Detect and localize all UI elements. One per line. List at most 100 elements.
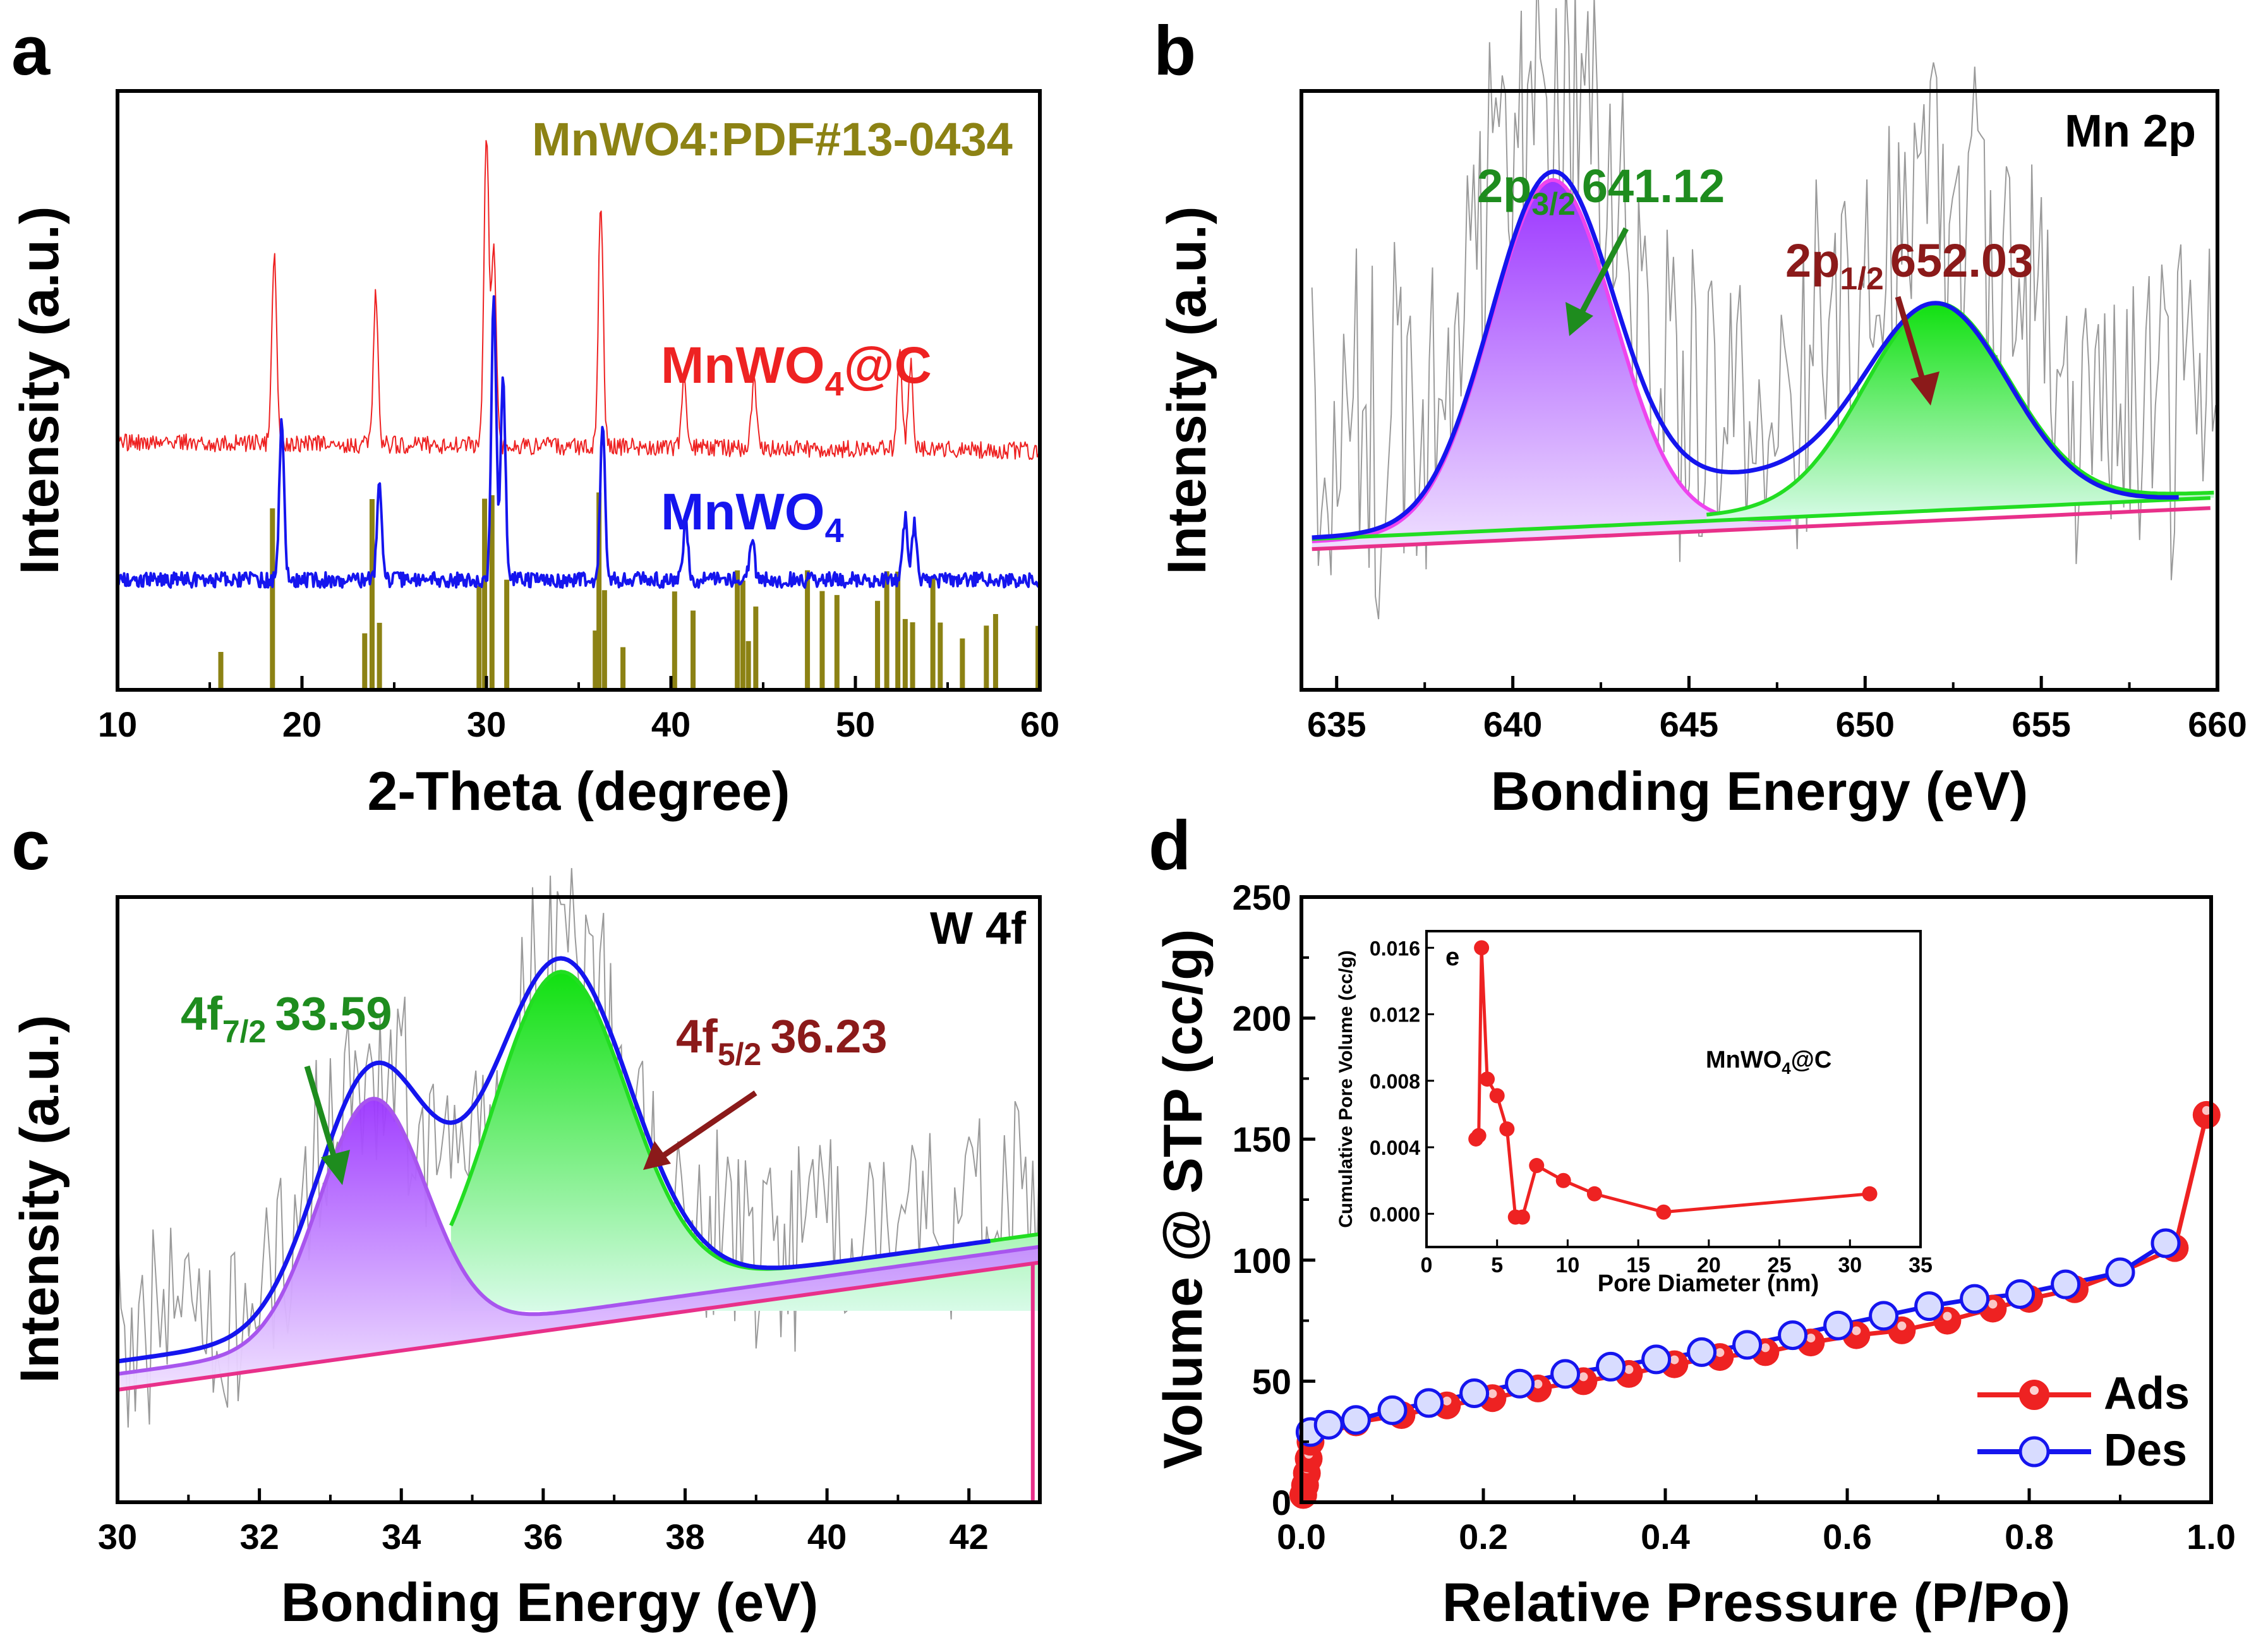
point-des: [1505, 1368, 1535, 1399]
trace-mnwo4-c: [117, 140, 1041, 461]
point-des: [1960, 1284, 1990, 1314]
point-ads-highlight: [1988, 1299, 1998, 1309]
point-des: [1341, 1405, 1371, 1435]
y-axis-label-b: Intensity (a.u.): [1157, 207, 1217, 575]
x-axis-label-b: Bonding Energy (eV): [1491, 761, 2028, 822]
background-line-b: [1312, 506, 2211, 551]
point-des: [2005, 1279, 2036, 1309]
panel-c-w4f: c 30 32 34 36 38 40 42 Bonding Energy (eV) Int…: [9, 807, 1042, 1633]
axes-frame-c: [116, 895, 1042, 1504]
y-axis-d-tick-label: 50: [1252, 1361, 1291, 1401]
x-axis-c-tick-label: 30: [98, 1517, 137, 1557]
panel-label-a: a: [11, 12, 51, 90]
reference-peak-bar: [902, 618, 908, 690]
peak-label-4f72: 4f7/2 33.59: [181, 987, 392, 1049]
x-axis-e-tick-label: 15: [1626, 1253, 1650, 1277]
x-axis-a-tick-label: 20: [282, 704, 322, 744]
inset-point: [1471, 1128, 1487, 1143]
point-des: [2105, 1257, 2135, 1287]
envelope-c: [117, 956, 991, 1364]
point-ads-highlight: [2202, 1106, 2211, 1115]
trace-mnwo4: [116, 295, 1041, 589]
y-axis-e-tick-label: 0.008: [1370, 1070, 1420, 1093]
x-axis-label-d: Relative Pressure (P/Po): [1442, 1572, 2070, 1633]
reference-peak-bar: [476, 585, 482, 690]
reference-peak-bar: [875, 601, 881, 690]
point-ads-highlight: [1488, 1389, 1497, 1399]
peak-label-2p32: 2p3/2 641.12: [1477, 160, 1725, 222]
point-ads-highlight: [1670, 1355, 1679, 1365]
point-des: [2051, 1269, 2081, 1299]
x-axis-e-tick-label: 0: [1421, 1253, 1433, 1277]
y-axis-d-tick-label: 200: [1233, 999, 1291, 1039]
x-axis-d-tick-label: 0.0: [1277, 1517, 1326, 1557]
x-axis-e-tick-label: 10: [1556, 1253, 1580, 1277]
point-ads-highlight: [1852, 1326, 1861, 1335]
reference-peak-bar: [672, 591, 677, 690]
x-axis-e-tick-label: 5: [1491, 1253, 1503, 1277]
inset-point: [1529, 1158, 1545, 1174]
reference-label: MnWO4:PDF#13-0434: [532, 113, 1013, 166]
panel-title-c: W 4f: [930, 903, 1027, 954]
point-ads-highlight: [1624, 1365, 1634, 1374]
reference-peak-bar: [735, 570, 740, 690]
panel-label-b: b: [1154, 12, 1196, 90]
arrow-2p12: [1895, 296, 1939, 406]
reference-peak-bar: [960, 638, 965, 690]
y-axis-e-tick-label: 0.004: [1370, 1136, 1420, 1159]
inset-point: [1480, 1071, 1495, 1087]
raw-spectrum-b: [1311, 0, 2217, 620]
point-ads-highlight: [1897, 1321, 1907, 1330]
point-des: [1550, 1359, 1581, 1389]
reference-peak-bar: [218, 651, 224, 690]
reference-peak-bar: [377, 622, 382, 690]
series-label-mnwo4-c: MnWO4@C: [661, 337, 932, 403]
panel-title-b: Mn 2p: [2065, 106, 2196, 157]
legend-d: Ads Des: [1977, 1368, 2190, 1476]
inset-background: [1427, 931, 1921, 1247]
y-axis-label-c: Intensity (a.u.): [9, 1015, 70, 1383]
reference-peak-bar: [596, 492, 602, 690]
reference-peak-bar: [593, 630, 598, 690]
x-axis-label-e: Pore Diameter (nm): [1598, 1270, 1819, 1297]
reference-peak-bar: [895, 571, 901, 690]
reference-peak-bar: [938, 622, 943, 690]
reference-peak-bar: [620, 647, 626, 690]
arrow-4f72: [304, 1065, 350, 1185]
axes-frame-b: [1300, 89, 2219, 692]
y-axis-label-a: Intensity (a.u.): [9, 207, 70, 575]
x-axis-d-tick-label: 0.6: [1823, 1517, 1872, 1557]
y-axis-d-tick-label: 0: [1272, 1483, 1291, 1522]
component-fill-2p32: [1312, 179, 1792, 550]
reference-peak-bar: [740, 580, 745, 690]
peak-label-4f52: 4f5/2 36.23: [676, 1010, 888, 1072]
x-axis-label-c: Bonding Energy (eV): [281, 1572, 818, 1633]
reference-peak-bar: [601, 590, 607, 690]
x-axis-b-tick-label: 655: [2012, 704, 2070, 744]
reference-peak-bar: [884, 571, 890, 690]
x-axis-c-tick-label: 36: [524, 1517, 563, 1557]
reference-peak-bar: [369, 499, 375, 690]
x-axis-a-tick-label: 60: [1020, 704, 1059, 744]
panel-label-d: d: [1149, 807, 1191, 884]
point-des: [1687, 1337, 1717, 1367]
reference-peak-bar: [745, 641, 751, 690]
point-ads-highlight: [1442, 1396, 1452, 1406]
point-des: [1313, 1409, 1344, 1440]
axes-frame-e: [1425, 930, 1922, 1248]
peak-label-2p12: 2p1/2 652.03: [1785, 234, 2033, 296]
point-des: [1823, 1310, 1854, 1341]
legend-marker-des: [2018, 1436, 2050, 1467]
y-axis-label-d: Volume @ STP (cc/g): [1153, 929, 1214, 1469]
x-axis-a-tick-label: 30: [467, 704, 506, 744]
x-axis-c-tick-label: 34: [382, 1517, 421, 1557]
reference-peak-bar: [930, 577, 936, 690]
reference-peak-bar: [489, 495, 495, 690]
reference-peak-bar: [753, 606, 759, 690]
panel-b-mn2p: b 635 640 645 650 655 660 Bonding Energy (eV)…: [1154, 0, 2247, 822]
x-axis-c-tick-label: 42: [950, 1517, 989, 1557]
point-des: [2150, 1228, 2181, 1258]
component-line-4f72: [117, 1097, 1041, 1376]
x-axis-d-tick-label: 0.4: [1641, 1517, 1690, 1557]
